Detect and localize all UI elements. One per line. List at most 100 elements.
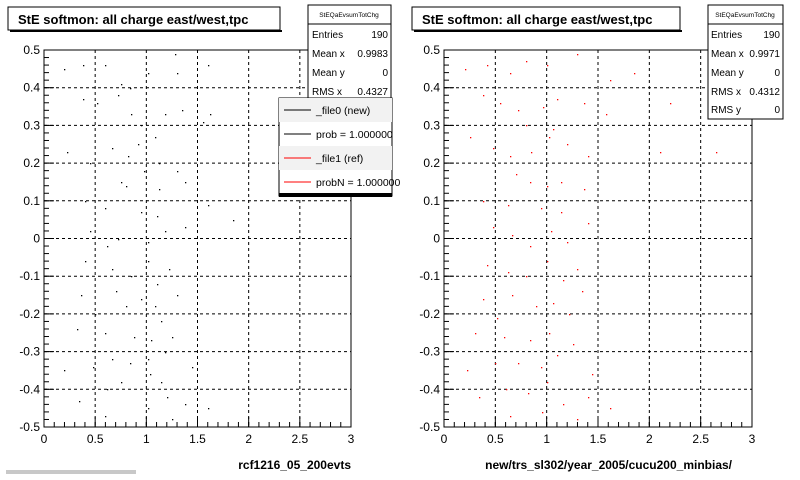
scatter-point — [210, 114, 212, 116]
scatter-point — [588, 397, 590, 399]
scatter-point — [161, 321, 163, 323]
x-tick-label: 2.5 — [692, 432, 709, 446]
scatter-point — [77, 329, 79, 331]
scatter-point — [557, 99, 559, 101]
y-tick-label: 0.3 — [23, 118, 40, 132]
scatter-point — [584, 189, 586, 191]
scatter-point — [536, 306, 538, 308]
right-x-tick-labels: 0 0.5 1 1.5 2 2.5 3 — [441, 432, 756, 446]
scatter-point — [563, 404, 565, 406]
scatter-point — [561, 212, 563, 214]
scatter-point — [543, 107, 545, 109]
scatter-point — [90, 231, 92, 233]
scatter-point — [121, 182, 123, 184]
scatter-point — [150, 374, 152, 376]
left-x-tick-labels: 0 0.5 1 1.5 2 2.5 3 — [41, 432, 355, 446]
left-stats-value: 0.4327 — [357, 87, 388, 98]
right-stats-label: RMS x — [711, 87, 741, 98]
scatter-point — [588, 156, 590, 158]
right-stats-value: 0 — [774, 105, 780, 116]
legend-entry: _file0 (new) — [315, 105, 370, 117]
scatter-point — [606, 114, 608, 116]
scatter-point — [159, 163, 161, 165]
scatter-point — [148, 242, 150, 244]
scatter-point — [208, 205, 210, 207]
y-tick-label: 0.5 — [23, 43, 40, 57]
scatter-point — [157, 216, 159, 218]
scatter-point — [542, 412, 544, 414]
scatter-point — [508, 205, 510, 207]
scatter-point — [551, 231, 553, 233]
y-tick-label: 0.1 — [423, 194, 440, 208]
scatter-point — [526, 276, 528, 278]
scatter-point — [233, 220, 235, 222]
scatter-point — [165, 352, 167, 354]
scatter-point — [530, 340, 532, 342]
y-tick-label: -0.2 — [19, 307, 40, 321]
scatter-point — [508, 272, 510, 274]
y-tick-label: 0.4 — [423, 81, 440, 95]
scatter-point — [107, 246, 109, 248]
left-stats-name: StEQaEvsumTotChg — [319, 12, 379, 19]
left-panel: StE softmon: all charge east/west,tpc -0… — [7, 4, 401, 472]
scatter-point — [141, 125, 143, 127]
footer-datestamp — [6, 470, 136, 474]
scatter-point — [510, 416, 512, 418]
scatter-point — [588, 223, 590, 225]
scatter-point — [506, 389, 508, 391]
scatter-point — [116, 291, 118, 293]
scatter-point — [64, 370, 66, 372]
scatter-point — [610, 80, 612, 82]
scatter-point — [504, 337, 506, 339]
y-tick-label: -0.3 — [419, 345, 440, 359]
scatter-point — [569, 314, 571, 316]
scatter-point — [716, 152, 718, 154]
right-stats-value: 0 — [774, 68, 780, 79]
left-axis-ticks — [43, 49, 352, 428]
scatter-point — [479, 397, 481, 399]
x-tick-label: 1.5 — [189, 432, 206, 446]
scatter-point — [192, 367, 194, 369]
right-stats-name: StEQaEvsumTotChg — [715, 12, 775, 19]
scatter-point — [495, 363, 497, 365]
scatter-point — [151, 340, 153, 342]
y-tick-label: 0 — [433, 232, 440, 246]
scatter-point — [172, 337, 174, 339]
scatter-point — [553, 303, 555, 305]
scatter-point — [148, 408, 150, 410]
scatter-point — [107, 389, 109, 391]
scatter-point — [549, 137, 551, 139]
scatter-point — [155, 306, 157, 308]
left-plot-title: StE softmon: all charge east/west,tpc — [18, 12, 248, 27]
scatter-point — [130, 88, 132, 90]
scatter-point — [105, 333, 107, 335]
scatter-point — [118, 95, 120, 97]
scatter-point — [148, 359, 150, 361]
scatter-point — [528, 393, 530, 395]
scatter-point — [573, 344, 575, 346]
scatter-point — [203, 122, 205, 124]
scatter-point — [105, 208, 107, 210]
right-scatter-points — [465, 54, 718, 421]
scatter-point — [567, 242, 569, 244]
scatter-point — [134, 337, 136, 339]
scatter-point — [518, 363, 520, 365]
x-tick-label: 0 — [441, 432, 448, 446]
scatter-point — [510, 73, 512, 75]
left-stats-value: 0.9983 — [357, 49, 388, 60]
scatter-point — [93, 367, 95, 369]
scatter-point — [577, 419, 579, 421]
scatter-point — [497, 318, 499, 320]
right-stats-value: 0.9971 — [749, 49, 780, 60]
scatter-point — [185, 404, 187, 406]
scatter-point — [148, 261, 150, 263]
y-tick-label: 0.4 — [23, 81, 40, 95]
scatter-point — [144, 171, 146, 173]
scatter-point — [83, 65, 85, 67]
x-tick-label: 2.5 — [291, 432, 308, 446]
x-tick-label: 0.5 — [487, 432, 504, 446]
scatter-point — [182, 110, 184, 112]
scatter-point — [155, 137, 157, 139]
scatter-point — [526, 61, 528, 63]
